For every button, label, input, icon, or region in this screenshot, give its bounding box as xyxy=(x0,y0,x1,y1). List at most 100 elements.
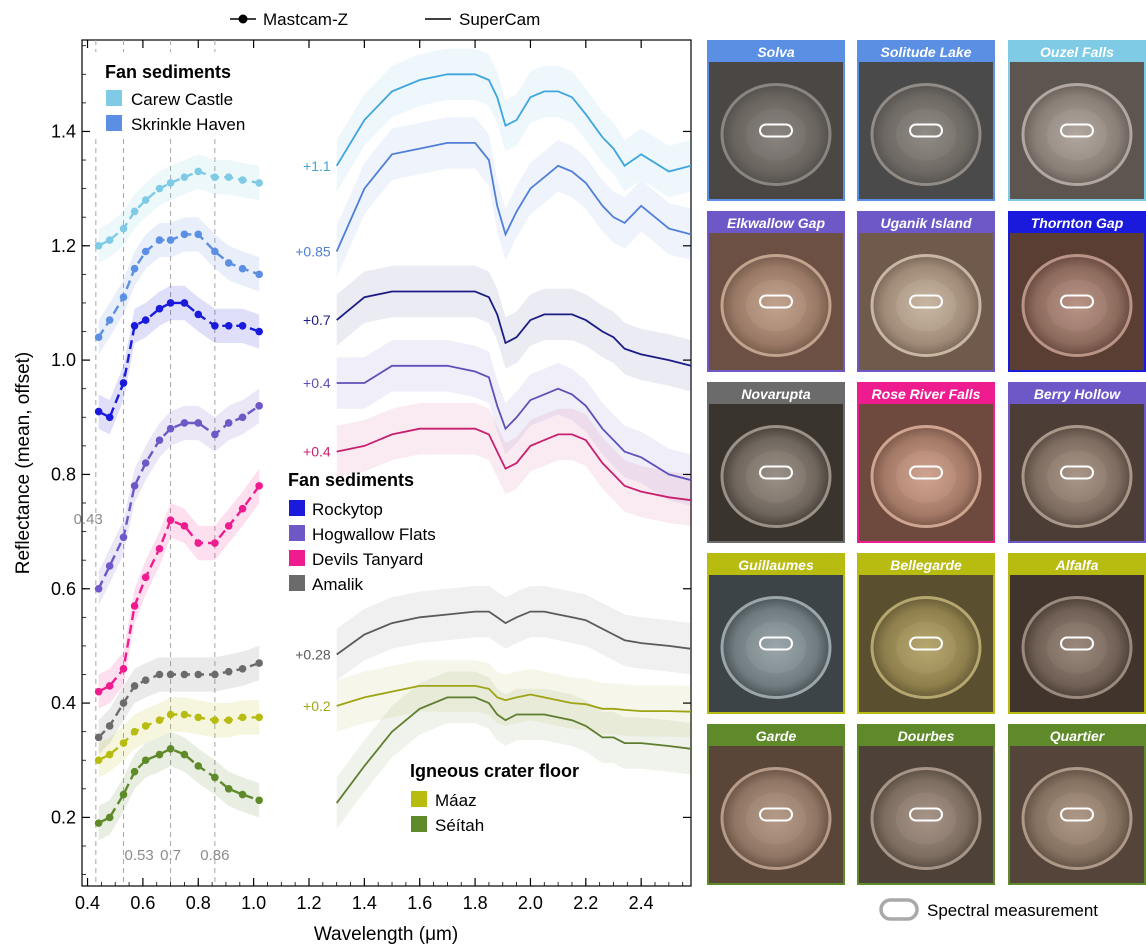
mastcam-data-point xyxy=(141,573,150,582)
y-tick-label: 0.8 xyxy=(51,464,76,484)
offset-label: +0.85 xyxy=(295,244,331,260)
mastcam-data-point xyxy=(155,544,164,553)
mastcam-data-point xyxy=(105,813,114,822)
mastcam-data-point xyxy=(255,659,263,667)
mastcam-uncertainty-band xyxy=(98,468,260,709)
rock-panel: Solitude Lake xyxy=(857,40,995,201)
mastcam-data-point xyxy=(119,790,128,799)
mastcam-data-point xyxy=(180,522,189,530)
spectral-measurement-swatch xyxy=(879,898,919,921)
rock-abrasion-image xyxy=(709,62,843,199)
mastcam-uncertainty-band xyxy=(98,697,260,778)
rock-panel-title: Elkwallow Gap xyxy=(709,213,843,233)
mastcam-data-point xyxy=(119,533,128,542)
mastcam-data-point xyxy=(238,713,247,722)
mastcam-data-point xyxy=(180,173,189,181)
mastcam-data-point xyxy=(155,750,164,759)
x-tick-label: 1.0 xyxy=(241,893,266,913)
rock-panel-title: Alfalfa xyxy=(1010,555,1144,575)
rock-abrasion-image xyxy=(859,404,993,541)
legend-label-seitah: Séítah xyxy=(435,816,484,835)
rock-abrasion-image xyxy=(1010,233,1144,370)
mastcam-data-point xyxy=(141,196,150,204)
mastcam-data-point xyxy=(255,713,263,722)
rock-panel: Thornton Gap xyxy=(1008,211,1146,372)
supercam-uncertainty-band xyxy=(336,671,691,829)
mastcam-data-point xyxy=(119,739,128,747)
rock-panel: Novarupta xyxy=(707,382,845,543)
rock-panel: Guillaumes xyxy=(707,553,845,714)
reference-line-label: 0.53 xyxy=(125,847,154,864)
mastcam-data-point xyxy=(130,482,139,490)
legend-swatch-devils-tanyard xyxy=(289,550,305,566)
rock-panel: Solva xyxy=(707,40,845,201)
legend-swatch-carew-castle xyxy=(106,90,122,106)
mastcam-data-point xyxy=(94,241,103,250)
mastcam-uncertainty-band xyxy=(98,388,260,606)
supercam-uncertainty-band xyxy=(336,340,691,506)
legend-swatch-skrinkle-haven xyxy=(106,115,122,131)
mastcam-data-point xyxy=(166,179,175,187)
x-tick-label: 1.6 xyxy=(407,893,432,913)
offset-label: +0.4 xyxy=(303,444,331,460)
mastcam-data-point xyxy=(130,602,139,610)
legend-igneous-crater-floor: Igneous crater floor Máaz Séítah xyxy=(410,761,579,835)
mastcam-data-point xyxy=(119,664,128,673)
rock-abrasion-image xyxy=(1010,62,1144,199)
supercam-uncertainty-band xyxy=(336,585,691,681)
mastcam-data-point xyxy=(105,562,114,570)
mastcam-uncertainty-band xyxy=(98,645,260,755)
mastcam-data-point xyxy=(119,379,128,387)
mastcam-data-point xyxy=(141,247,150,256)
mastcam-data-point xyxy=(105,722,114,730)
mastcam-data-point xyxy=(238,413,247,422)
rock-panel: Garde xyxy=(707,724,845,885)
mastcam-data-point xyxy=(105,316,114,324)
rock-panel: Berry Hollow xyxy=(1008,382,1146,543)
rock-panel: Bellegarde xyxy=(857,553,995,714)
rock-panel: Uganik Island xyxy=(857,211,995,372)
y-tick-label: 1.4 xyxy=(51,121,76,141)
mastcam-data-point xyxy=(180,670,189,679)
supercam-series-line xyxy=(336,427,692,502)
mastcam-data-point xyxy=(94,687,103,696)
mastcam-data-point xyxy=(211,716,219,725)
mastcam-data-point xyxy=(238,264,247,273)
uncertainty-bands xyxy=(98,48,691,841)
y-tick-label: 1.2 xyxy=(51,236,76,256)
mastcam-data-point xyxy=(255,327,263,336)
offset-label: +0.4 xyxy=(303,375,331,391)
supercam-series-line xyxy=(335,73,692,173)
mastcam-data-point xyxy=(180,750,189,759)
offset-label: +0.2 xyxy=(303,698,331,714)
supercam-series-line xyxy=(335,142,692,252)
supercam-legend-label: SuperCam xyxy=(459,10,540,29)
mastcam-data-point xyxy=(194,713,203,722)
mastcam-data-point xyxy=(166,424,175,433)
legend-label-maaz: Máaz xyxy=(435,791,477,810)
mastcam-data-point xyxy=(211,247,219,256)
mastcam-data-point xyxy=(141,676,150,685)
axes: 0.4 0.6 0.8 1.0 1.2 1.4 1.6 1.8 2.0 2.2 2.4 0.2 0.4 0… xyxy=(51,40,691,913)
mastcam-data-point xyxy=(166,710,175,719)
mastcam-data-point xyxy=(119,293,128,302)
mastcam-data-point xyxy=(224,419,233,427)
mastcam-data-point xyxy=(238,664,247,673)
supercam-series-layer: +1.1 +0.85 +0.7 +0.4 +0.4 +0.28 +0.2 xyxy=(295,73,692,804)
supercam-series-line xyxy=(336,685,692,713)
supercam-uncertainty-band xyxy=(336,48,691,198)
mastcam-data-point xyxy=(166,299,175,307)
mastcam-data-point xyxy=(180,299,189,307)
rock-panel: Dourbes xyxy=(857,724,995,885)
legend-swatch-hogwallow-flats xyxy=(289,525,305,541)
x-tick-label: 0.4 xyxy=(75,893,100,913)
mastcam-data-point xyxy=(211,539,219,547)
supercam-series-line xyxy=(336,610,692,656)
mastcam-data-point xyxy=(224,322,233,330)
supercam-uncertainty-band xyxy=(336,265,691,392)
supercam-uncertainty-band xyxy=(336,117,691,278)
mastcam-uncertainty-band xyxy=(98,217,260,355)
mastcam-data-point xyxy=(255,179,263,187)
mastcam-data-point xyxy=(105,750,114,759)
mastcam-data-point xyxy=(130,264,139,273)
